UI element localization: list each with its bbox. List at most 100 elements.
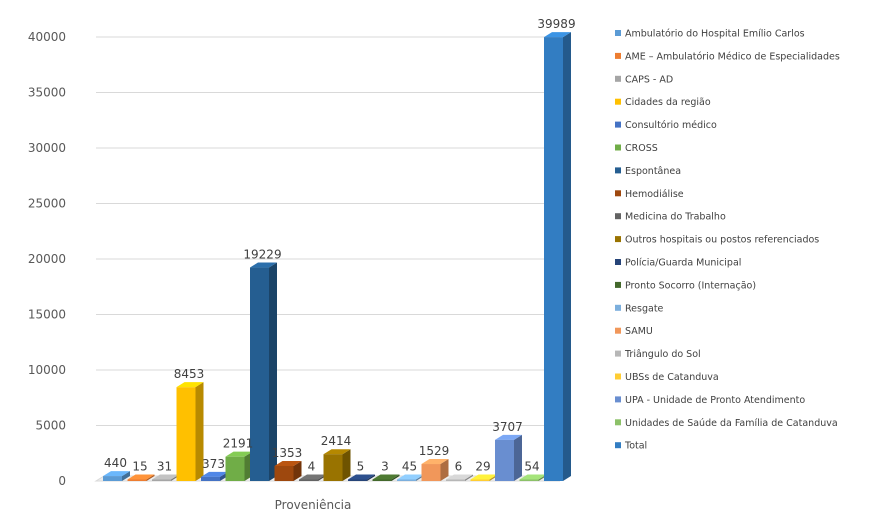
- legend-label: Triângulo do Sol: [624, 349, 701, 360]
- legend: Ambulatório do Hospital Emílio Carlos AME…: [615, 29, 840, 452]
- data-label: 3: [381, 460, 389, 474]
- data-label: 5: [357, 460, 365, 474]
- legend-swatch: [615, 396, 621, 403]
- legend-item: CAPS - AD: [615, 74, 673, 85]
- bar: [323, 449, 351, 481]
- legend-item: Espontânea: [615, 166, 681, 177]
- bar: [225, 451, 253, 481]
- data-label: 6: [455, 460, 463, 474]
- legend-swatch: [615, 259, 621, 265]
- bar: [250, 262, 277, 481]
- legend-swatch: [615, 167, 621, 174]
- legend-swatch: [615, 419, 621, 426]
- data-label: 2191: [223, 437, 254, 451]
- data-label: 31: [157, 460, 172, 474]
- legend-swatch: [615, 75, 621, 82]
- bar: [544, 32, 571, 481]
- bar: [446, 474, 473, 481]
- legend-label: Resgate: [625, 303, 664, 314]
- legend-swatch: [615, 121, 621, 128]
- y-tick-label: 0: [58, 474, 66, 488]
- y-tick-label: 15000: [28, 308, 66, 322]
- legend-swatch: [615, 236, 621, 243]
- bar: [103, 471, 130, 481]
- legend-label: Consultório médico: [625, 120, 717, 131]
- legend-item: Cidades da região: [615, 97, 711, 108]
- legend-label: Unidades de Saúde da Família de Catanduv…: [625, 418, 838, 429]
- data-label: 1353: [272, 446, 303, 460]
- legend-swatch: [615, 327, 621, 334]
- data-label: 373: [202, 457, 225, 471]
- legend-label: Cidades da região: [625, 97, 711, 108]
- legend-label: Total: [624, 441, 647, 452]
- y-tick-label: 20000: [28, 252, 66, 266]
- legend-swatch: [615, 442, 621, 449]
- data-label: 19229: [243, 248, 281, 262]
- data-label: 440: [104, 456, 127, 470]
- bar: [348, 474, 375, 481]
- bar: [495, 434, 522, 481]
- legend-label: Hemodiálise: [625, 189, 684, 200]
- bar: [372, 474, 400, 481]
- y-tick-label: 5000: [35, 419, 66, 433]
- data-label: 15: [132, 460, 147, 474]
- legend-label: UPA - Unidade de Pronto Atendimento: [625, 395, 805, 406]
- y-tick-label: 10000: [28, 363, 66, 377]
- legend-item: UPA - Unidade de Pronto Atendimento: [615, 395, 805, 406]
- data-label: 4: [308, 460, 316, 474]
- legend-item: Consultório médico: [615, 120, 717, 131]
- data-label: 2414: [321, 434, 352, 448]
- legend-swatch: [615, 144, 621, 151]
- legend-label: AME – Ambulatório Médico de Especialidad…: [625, 51, 840, 62]
- legend-swatch: [615, 350, 621, 357]
- legend-item: Polícia/Guarda Municipal: [615, 258, 741, 269]
- data-label: 54: [524, 460, 539, 474]
- legend-item: AME – Ambulatório Médico de Especialidad…: [615, 51, 840, 62]
- legend-item: Resgate: [615, 303, 664, 314]
- data-label: 8453: [174, 367, 205, 381]
- legend-label: SAMU: [625, 326, 653, 337]
- legend-label: Polícia/Guarda Municipal: [625, 258, 741, 269]
- legend-item: CROSS: [615, 143, 658, 154]
- legend-swatch: [615, 213, 621, 220]
- legend-item: Ambulatório do Hospital Emílio Carlos: [615, 29, 805, 40]
- y-tick-label: 35000: [28, 86, 66, 100]
- y-tick-label: 30000: [28, 141, 66, 155]
- legend-swatch: [615, 30, 621, 36]
- bar: [421, 459, 449, 481]
- legend-swatch: [615, 281, 621, 288]
- y-tick-label: 40000: [28, 30, 66, 44]
- legend-label: Medicina do Trabalho: [625, 212, 726, 223]
- legend-item: Unidades de Saúde da Família de Catanduv…: [615, 418, 838, 429]
- legend-swatch: [615, 373, 621, 380]
- legend-label: Outros hospitais ou postos referenciados: [625, 235, 819, 246]
- legend-label: Espontânea: [625, 166, 681, 177]
- legend-item: SAMU: [615, 326, 653, 337]
- y-tick-label: 25000: [28, 197, 66, 211]
- bars: [103, 32, 571, 481]
- legend-label: Ambulatório do Hospital Emílio Carlos: [625, 29, 805, 40]
- legend-label: CAPS - AD: [625, 74, 673, 85]
- data-label: 39989: [537, 17, 575, 31]
- legend-item: Triângulo do Sol: [615, 349, 701, 360]
- legend-item: Total: [615, 441, 647, 452]
- bar: [127, 474, 155, 481]
- bar: [274, 460, 302, 481]
- legend-item: UBSs de Catanduva: [615, 372, 719, 383]
- data-label: 3707: [492, 420, 523, 434]
- gridlines: [96, 36, 560, 482]
- legend-item: Medicina do Trabalho: [615, 212, 726, 223]
- y-axis-ticks: 0 5000 10000 15000 20000 25000 30000 35000 40000: [28, 30, 66, 488]
- bar: [176, 382, 204, 481]
- legend-item: Outros hospitais ou postos referenciados: [615, 235, 819, 246]
- data-label: 29: [475, 460, 490, 474]
- legend-label: Pronto Socorro (Internação): [625, 280, 756, 291]
- data-label: 45: [402, 460, 417, 474]
- x-category-label: Proveniência: [275, 498, 352, 512]
- data-label: 1529: [419, 444, 450, 458]
- legend-swatch: [615, 304, 621, 311]
- legend-swatch: [615, 52, 621, 59]
- data-labels: 440 15 31 8453 373 2191 19229 1353 4 2414 5 3 451529…: [104, 17, 576, 473]
- legend-item: Pronto Socorro (Internação): [615, 280, 756, 291]
